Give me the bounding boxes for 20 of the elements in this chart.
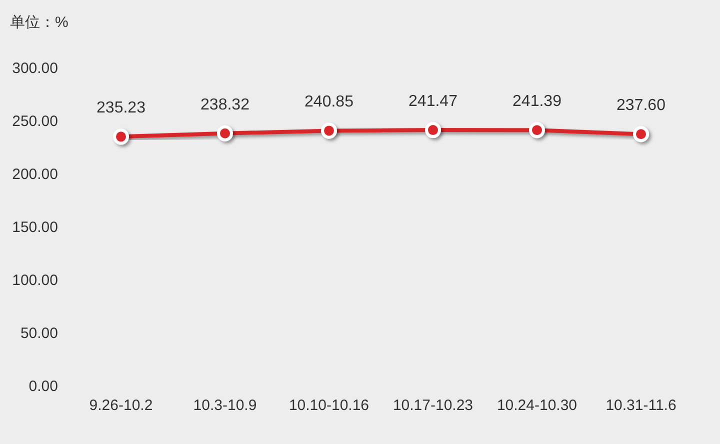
- x-tick-label: 9.26-10.2: [89, 397, 153, 414]
- x-tick-label: 10.31-11.6: [606, 397, 676, 414]
- y-tick-label: 0.00: [28, 378, 58, 395]
- y-axis-title: 单位：%: [10, 14, 68, 31]
- data-label: 235.23: [96, 100, 146, 117]
- data-label: 240.85: [304, 94, 354, 111]
- x-tick-label: 10.17-10.23: [392, 397, 474, 414]
- data-label: 241.39: [512, 93, 562, 110]
- data-label: 237.60: [616, 97, 666, 114]
- x-tick-label: 10.10-10.16: [288, 397, 370, 414]
- y-tick-label: 100.00: [12, 272, 58, 289]
- y-tick-label: 200.00: [12, 166, 58, 183]
- data-label: 241.47: [408, 93, 458, 110]
- y-tick-label: 150.00: [12, 219, 58, 236]
- y-tick-label: 300.00: [12, 60, 58, 77]
- data-label: 238.32: [200, 96, 250, 114]
- x-tick-label: 10.24-10.30: [496, 397, 578, 414]
- y-tick-label: 250.00: [12, 113, 58, 130]
- y-tick-label: 50.00: [20, 325, 58, 342]
- x-tick-label: 10.3-10.9: [193, 397, 257, 414]
